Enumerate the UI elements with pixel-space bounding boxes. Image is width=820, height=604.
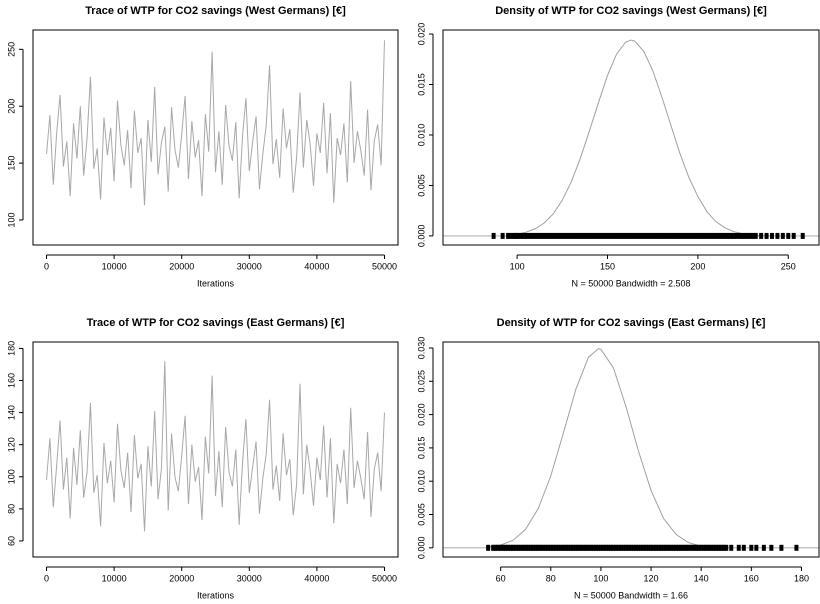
y-tick-label: 80 xyxy=(6,504,16,514)
x-tick-label: 20000 xyxy=(169,261,194,271)
x-tick-label: 0 xyxy=(44,261,49,271)
y-tick-label: 100 xyxy=(6,469,16,484)
y-tick-label: 150 xyxy=(6,156,16,171)
x-tick-label: 200 xyxy=(690,261,705,271)
trace-line xyxy=(46,361,385,532)
y-tick-label: 60 xyxy=(6,536,16,546)
x-tick-label: 10000 xyxy=(102,573,127,583)
x-tick-label: 30000 xyxy=(237,573,262,583)
density-line xyxy=(508,39,771,237)
panel-title: Density of WTP for CO2 savings (West Ger… xyxy=(495,5,767,17)
y-tick-label: 0.010 xyxy=(416,470,426,493)
x-tick-label: 60 xyxy=(496,573,506,583)
x-axis-label: N = 50000 Bandwidth = 2.508 xyxy=(571,278,690,288)
y-tick-label: 0.030 xyxy=(416,337,426,360)
plot-box xyxy=(32,341,399,558)
x-tick-label: 250 xyxy=(781,261,796,271)
x-tick-label: 20000 xyxy=(169,573,194,583)
density-line xyxy=(488,348,727,549)
x-axis-label: Iterations xyxy=(197,590,235,600)
panel-title: Trace of WTP for CO2 savings (East Germa… xyxy=(87,317,345,329)
x-tick-label: 40000 xyxy=(304,573,329,583)
x-tick-label: 10000 xyxy=(102,261,127,271)
x-tick-label: 80 xyxy=(546,573,556,583)
x-tick-label: 40000 xyxy=(304,261,329,271)
y-tick-label: 160 xyxy=(6,373,16,388)
y-tick-label: 0.020 xyxy=(416,403,426,426)
y-tick-label: 200 xyxy=(6,99,16,114)
x-tick-label: 180 xyxy=(794,573,809,583)
y-tick-label: 0.020 xyxy=(416,23,426,46)
panel-title: Trace of WTP for CO2 savings (West Germa… xyxy=(85,5,346,17)
x-axis-label: Iterations xyxy=(197,278,235,288)
y-tick-label: 120 xyxy=(6,437,16,452)
x-tick-label: 100 xyxy=(510,261,525,271)
y-tick-label: 250 xyxy=(6,42,16,57)
x-tick-label: 160 xyxy=(744,573,759,583)
plot-box xyxy=(32,29,399,246)
y-tick-label: 0.000 xyxy=(416,225,426,248)
x-tick-label: 100 xyxy=(593,573,608,583)
y-tick-label: 0.025 xyxy=(416,370,426,393)
y-tick-label: 0.005 xyxy=(416,503,426,526)
y-tick-label: 0.005 xyxy=(416,174,426,197)
y-tick-label: 0.015 xyxy=(416,73,426,96)
plot-box xyxy=(442,29,820,246)
x-tick-label: 30000 xyxy=(237,261,262,271)
x-tick-label: 50000 xyxy=(372,573,397,583)
y-tick-label: 0.015 xyxy=(416,437,426,460)
panel-title: Density of WTP for CO2 savings (East Ger… xyxy=(497,317,766,329)
y-tick-label: 180 xyxy=(6,341,16,356)
x-tick-label: 140 xyxy=(694,573,709,583)
y-tick-label: 0.010 xyxy=(416,124,426,147)
x-tick-label: 150 xyxy=(600,261,615,271)
plot-box xyxy=(442,341,820,558)
x-tick-label: 120 xyxy=(644,573,659,583)
y-tick-label: 140 xyxy=(6,405,16,420)
x-tick-label: 50000 xyxy=(372,261,397,271)
y-tick-label: 100 xyxy=(6,212,16,227)
trace-line xyxy=(46,40,385,206)
x-axis-label: N = 50000 Bandwidth = 1.66 xyxy=(574,590,688,600)
x-tick-label: 0 xyxy=(44,573,49,583)
y-tick-label: 0.000 xyxy=(416,537,426,560)
